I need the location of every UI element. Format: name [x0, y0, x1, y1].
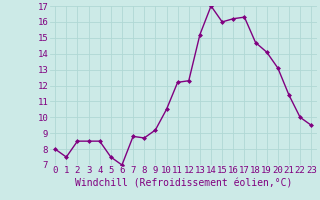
- X-axis label: Windchill (Refroidissement éolien,°C): Windchill (Refroidissement éolien,°C): [75, 178, 292, 188]
